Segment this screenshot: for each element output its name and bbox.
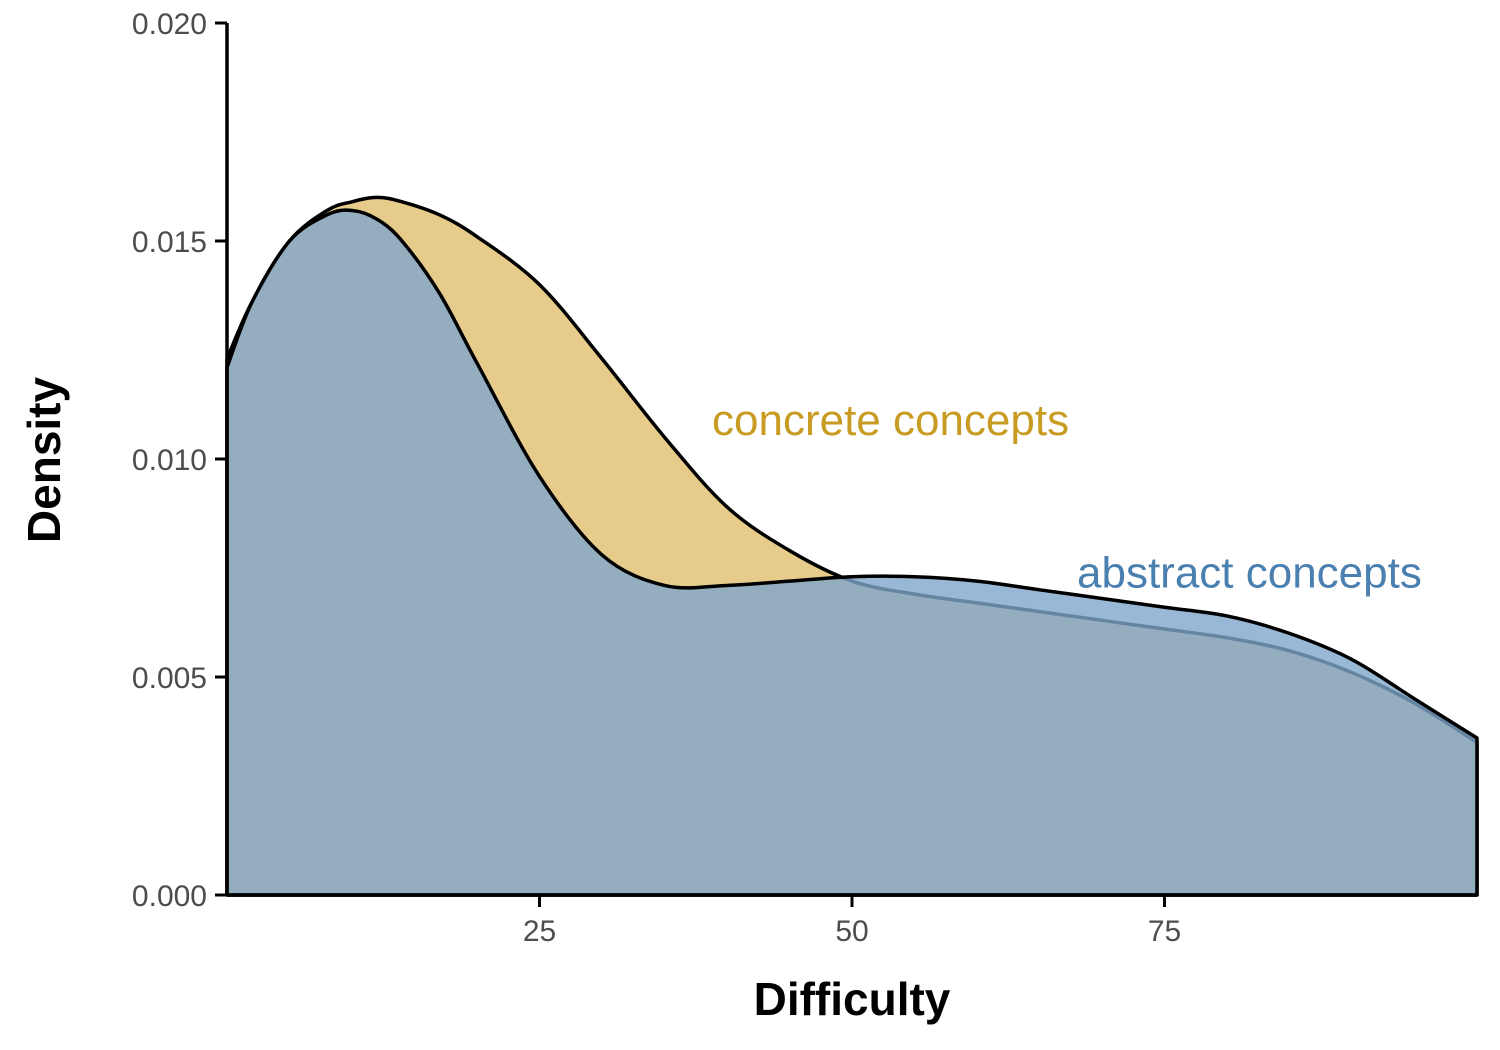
y-axis-title: Density bbox=[18, 377, 70, 544]
y-tick-label: 0.020 bbox=[132, 8, 207, 41]
axes: 0.000 0.005 0.010 0.015 0.020 25 50 75 bbox=[132, 8, 1477, 948]
concrete-series-label: concrete concepts bbox=[712, 396, 1069, 445]
y-tick-label: 0.010 bbox=[132, 444, 207, 477]
x-axis-title: Difficulty bbox=[754, 973, 951, 1025]
y-tick-label: 0.000 bbox=[132, 880, 207, 913]
x-tick-label: 75 bbox=[1148, 915, 1181, 948]
plot-area bbox=[225, 195, 1479, 897]
y-tick-label: 0.005 bbox=[132, 662, 207, 695]
x-tick-label: 25 bbox=[523, 915, 556, 948]
abstract-density-area bbox=[225, 208, 1479, 897]
x-tick-label: 50 bbox=[835, 915, 868, 948]
abstract-series-label: abstract concepts bbox=[1077, 548, 1422, 597]
series-labels: concrete concepts abstract concepts bbox=[712, 396, 1422, 598]
y-tick-label: 0.015 bbox=[132, 226, 207, 259]
